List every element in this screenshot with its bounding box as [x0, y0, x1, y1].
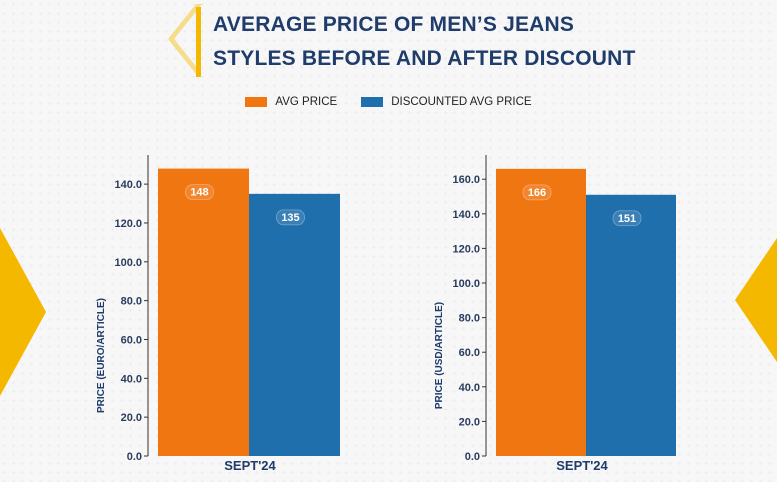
legend-item-discounted-avg-price: DISCOUNTED AVG PRICE — [361, 96, 532, 108]
y-tick-label: 20.0 — [121, 412, 142, 424]
data-label: 151 — [618, 213, 636, 225]
data-label: 148 — [190, 187, 208, 199]
data-label-pill — [276, 209, 305, 226]
y-tick-label: 80.0 — [459, 313, 480, 325]
y-tick-label: 40.0 — [459, 382, 480, 394]
y-tick-label: 120.0 — [452, 243, 480, 255]
right-accent-wedge — [735, 238, 777, 362]
bar — [158, 168, 249, 456]
data-label-pill — [522, 184, 552, 201]
y-tick-label: 0.0 — [465, 451, 480, 463]
y-tick-label: 60.0 — [121, 334, 142, 346]
y-tick-label: 100.0 — [452, 278, 480, 290]
data-label: 166 — [528, 187, 546, 199]
legend-swatch-blue — [361, 97, 384, 107]
y-tick-label: 0.0 — [127, 451, 142, 463]
bar — [586, 194, 676, 456]
y-axis-title: PRICE (EURO/ARTICLE) — [96, 298, 107, 413]
x-category-label: SEPT'24 — [224, 458, 276, 473]
data-label-pill — [185, 184, 214, 200]
chevron-decoration-icon — [168, 4, 202, 74]
bar — [496, 168, 586, 456]
title-line-1: AVERAGE PRICE OF MEN’S JEANS — [213, 13, 575, 36]
bar — [249, 193, 340, 456]
y-tick-label: 100.0 — [114, 257, 142, 269]
y-tick-label: 120.0 — [114, 218, 142, 230]
legend: AVG PRICE DISCOUNTED AVG PRICE — [0, 96, 777, 108]
chart-title: AVERAGE PRICE OF MEN’S JEANS STYLES BEFO… — [213, 8, 636, 76]
x-category-label: SEPT'24 — [556, 458, 608, 473]
y-tick-label: 20.0 — [459, 416, 480, 428]
y-tick-label: 160.0 — [452, 174, 480, 186]
legend-label-discounted-avg-price: DISCOUNTED AVG PRICE — [391, 96, 532, 108]
y-tick-label: 140.0 — [452, 209, 480, 221]
legend-label-avg-price: AVG PRICE — [275, 96, 338, 108]
title-accent-bar — [196, 7, 201, 77]
y-tick-label: 80.0 — [121, 296, 142, 308]
data-label-pill — [612, 210, 642, 227]
y-tick-label: 40.0 — [121, 373, 142, 385]
legend-swatch-orange — [245, 97, 268, 107]
title-line-2: STYLES BEFORE AND AFTER DISCOUNT — [213, 47, 636, 70]
legend-item-avg-price: AVG PRICE — [245, 96, 337, 108]
data-label: 135 — [281, 212, 299, 224]
y-tick-label: 140.0 — [114, 179, 142, 191]
y-axis-title: PRICE (USD/ARTICLE) — [434, 302, 445, 409]
left-accent-wedge — [0, 228, 46, 396]
y-tick-label: 60.0 — [459, 347, 480, 359]
